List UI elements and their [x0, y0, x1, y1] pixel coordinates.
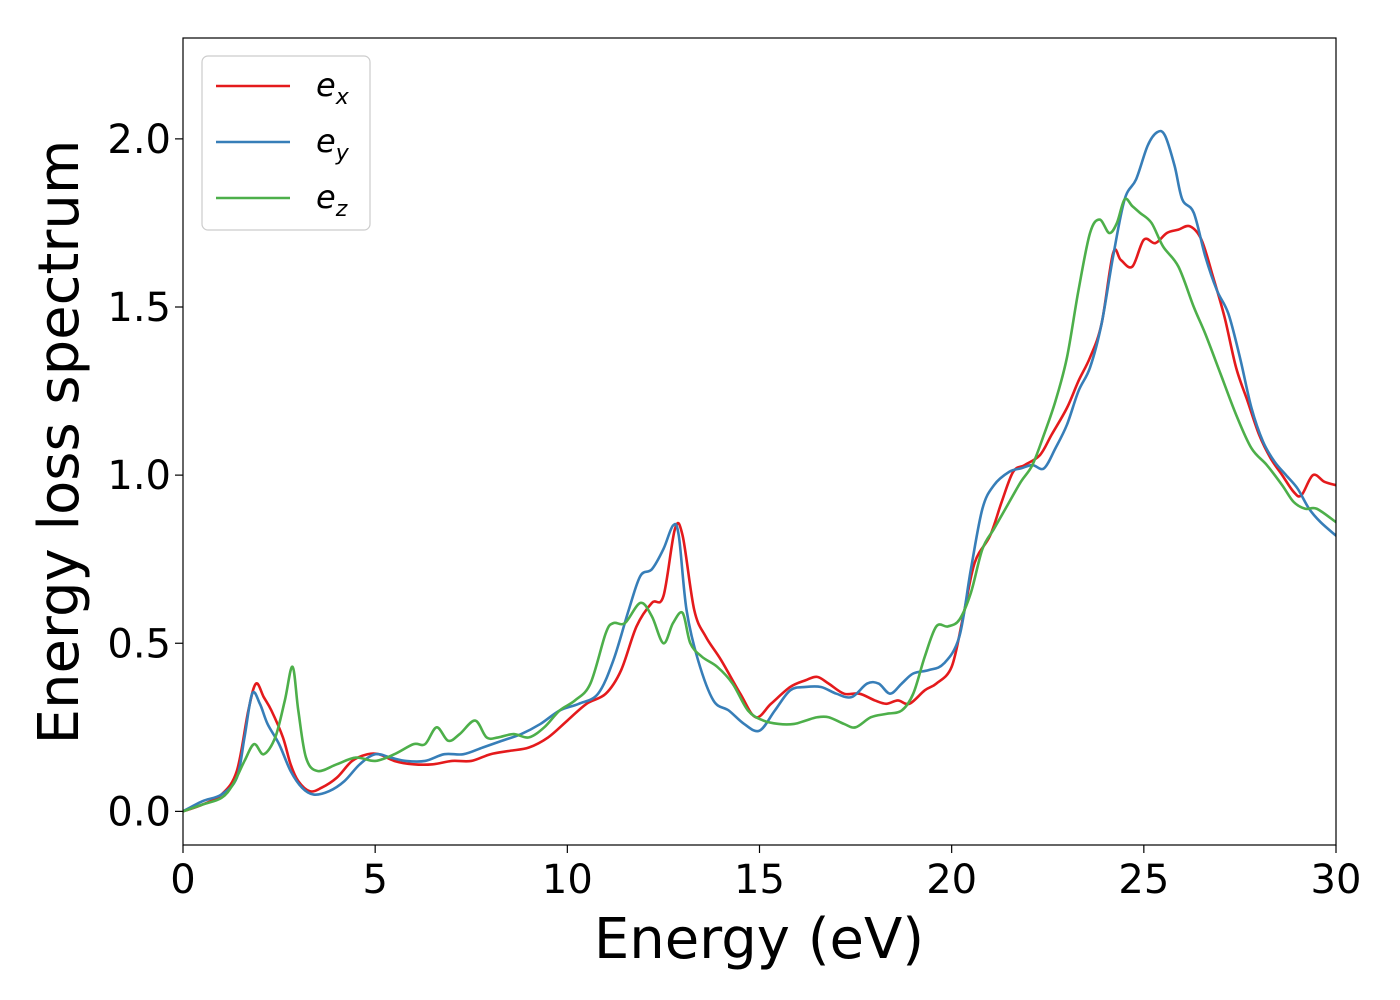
- plot-area: [183, 38, 1336, 845]
- y-tick-label: 0.0: [107, 789, 171, 835]
- y-tick-label: 1.0: [107, 453, 171, 499]
- legend-label-base: e: [316, 66, 336, 104]
- x-tick-label: 0: [170, 857, 195, 903]
- x-tick-label: 5: [362, 857, 387, 903]
- x-tick-label: 25: [1118, 857, 1169, 903]
- y-tick-label: 1.5: [107, 285, 171, 331]
- series-line-y: [183, 129, 1336, 813]
- plot-background: [183, 38, 1336, 845]
- series-layer: [183, 129, 1336, 813]
- legend-label-base: e: [316, 178, 336, 216]
- x-tick-label: 15: [734, 857, 785, 903]
- legend-label-y: ey: [316, 122, 350, 166]
- y-tick-label: 0.5: [107, 621, 171, 667]
- legend-label-x: ex: [316, 66, 350, 110]
- legend-label-subscript: y: [335, 141, 350, 166]
- y-tick-label: 2.0: [107, 117, 171, 163]
- x-tick-label: 10: [542, 857, 593, 903]
- x-tick-label: 20: [926, 857, 977, 903]
- x-tick-label: 30: [1311, 857, 1362, 903]
- series-line-z: [183, 197, 1336, 813]
- legend-label-subscript: z: [335, 197, 348, 222]
- y-axis-title: Energy loss spectrum: [27, 140, 92, 745]
- legend-label-base: e: [316, 122, 336, 160]
- legend-label-subscript: x: [335, 85, 350, 110]
- legend-label-z: ez: [316, 178, 348, 222]
- x-axis-title: Energy (eV): [594, 907, 924, 972]
- axes-layer: 0 5 10 15 20 25 30 0.0 0.5 1.0 1.5 2.0: [107, 37, 1362, 903]
